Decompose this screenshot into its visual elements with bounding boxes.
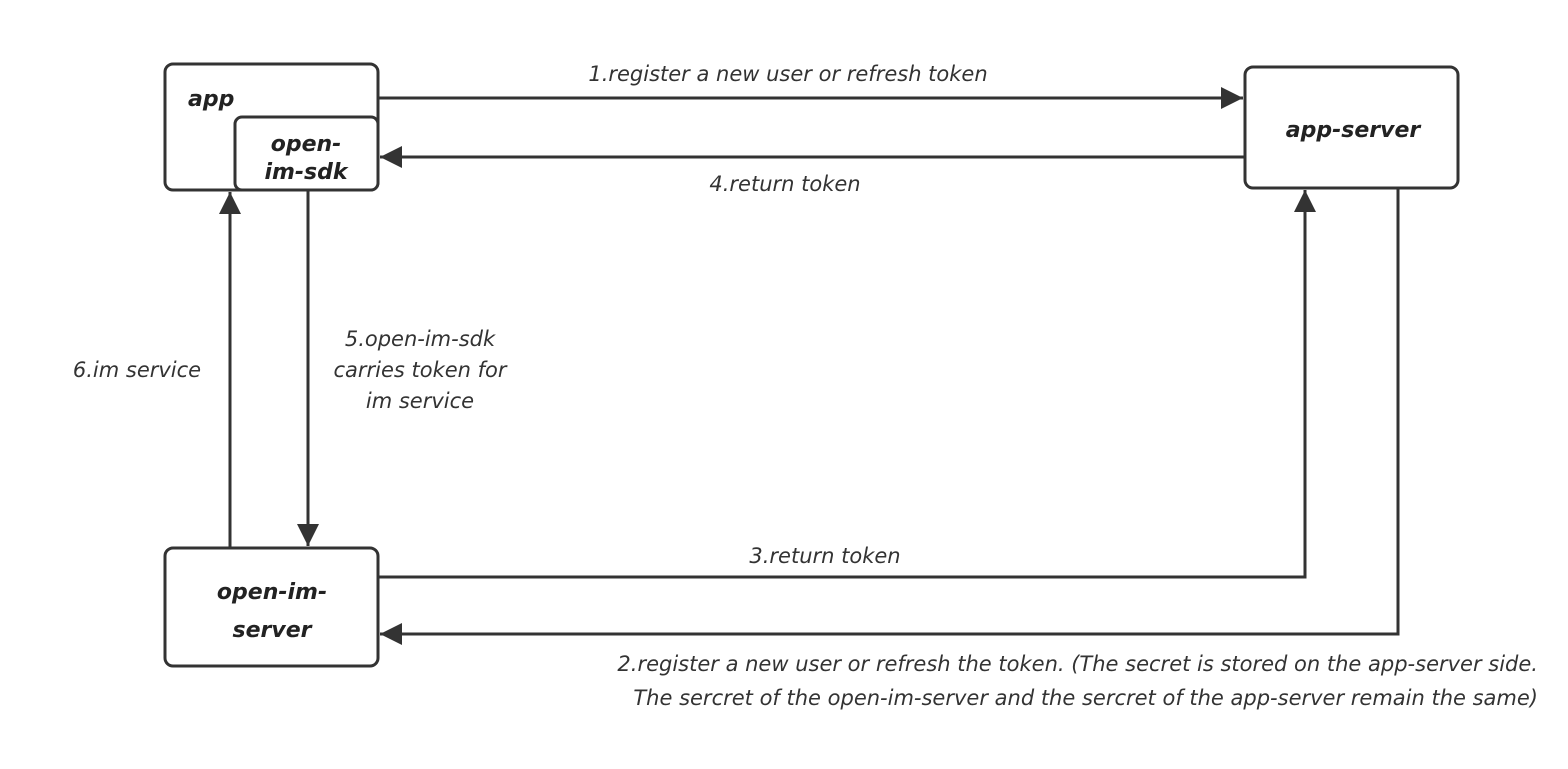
edge-label: 1.register a new user or refresh token: [588, 62, 987, 86]
arrow: [378, 190, 1316, 579]
app-server-box: [1243, 65, 1460, 190]
open-im-server-box: [163, 546, 380, 668]
node-label: server: [233, 618, 313, 643]
edge-label: carries token for: [333, 358, 507, 382]
node-label: im-sdk: [264, 160, 348, 185]
node-label: app: [188, 87, 234, 112]
edge-label: 5.open-im-sdk: [345, 327, 496, 351]
edge-label: 4.return token: [709, 172, 860, 196]
node-label: open-im-: [217, 580, 327, 605]
node-label: open-: [271, 132, 342, 157]
edge-label: im service: [366, 389, 474, 413]
edge-label: 3.return token: [749, 544, 900, 568]
arrow: [380, 188, 1400, 645]
edge-label: 6.im service: [73, 358, 201, 382]
edge-label: 2.register a new user or refresh the tok…: [617, 652, 1538, 676]
edge-label: The sercret of the open-im-server and th…: [633, 686, 1538, 710]
node-label: app-server: [1286, 118, 1422, 143]
